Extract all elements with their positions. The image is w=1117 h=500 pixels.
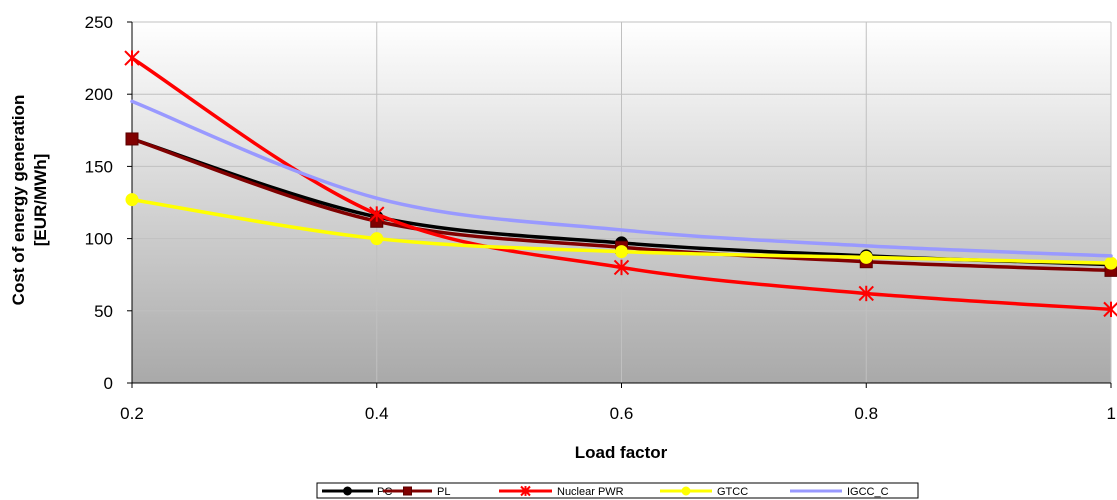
y-axis-title-line-2: [EUR/MWh]	[31, 154, 50, 247]
x-tick-label: 0.8	[854, 404, 878, 423]
y-axis-title-line-1: Cost of energy generation	[9, 95, 28, 306]
legend-item-nuclear-pwr: Nuclear PWR	[499, 485, 624, 498]
data-point-nuclear-pwr-3	[858, 285, 874, 302]
series-gtcc	[125, 193, 1117, 270]
legend-marker-nuclear-pwr	[520, 485, 531, 497]
data-point-pl-0	[125, 132, 139, 146]
data-point-nuclear-pwr-1	[369, 206, 385, 222]
y-tick-label: 250	[85, 13, 113, 32]
legend-item-gtcc: GTCC	[660, 486, 748, 498]
data-point-gtcc-3	[859, 250, 873, 264]
series-nuclear-pwr	[124, 50, 1117, 318]
series-line-igcc-c	[130, 99, 1113, 258]
data-point-gtcc-4	[1104, 256, 1117, 270]
data-point-gtcc-0	[125, 193, 139, 207]
x-tick-label: 0.4	[365, 404, 389, 423]
legend-label-igcc-c: IGCC_C	[847, 486, 889, 498]
y-tick-label: 50	[94, 302, 113, 321]
y-tick-label: 100	[85, 230, 113, 249]
legend-label-gtcc: GTCC	[717, 486, 748, 498]
x-tick-label: 0.2	[120, 404, 144, 423]
legend-marker-pc	[343, 486, 352, 496]
legend-label-nuclear-pwr: Nuclear PWR	[557, 486, 624, 498]
legend-marker-gtcc	[681, 486, 691, 496]
data-point-nuclear-pwr-2	[613, 259, 630, 276]
y-tick-label: 150	[85, 157, 113, 176]
data-point-nuclear-pwr-0	[124, 50, 140, 66]
tick-labels: 0 50 100 150 200 250 0.2 0.4 0.6 0.8 1	[85, 13, 1116, 423]
data-point-gtcc-2	[615, 245, 628, 259]
x-axis-title: Load factor	[575, 443, 668, 462]
legend-item-igcc-c: IGCC_C	[790, 486, 889, 498]
x-tick-label: 0.6	[610, 404, 634, 423]
data-point-gtcc-1	[370, 232, 384, 246]
data-point-nuclear-pwr-4	[1103, 301, 1117, 318]
y-tick-label: 0	[104, 374, 113, 393]
legend-label-pl: PL	[437, 486, 450, 498]
legend-box	[316, 482, 919, 499]
x-tick-label: 1	[1107, 404, 1116, 423]
series-igcc-c	[130, 99, 1113, 258]
legend-marker-pl	[403, 486, 412, 496]
series-group	[124, 50, 1117, 318]
y-tick-label: 200	[85, 85, 113, 104]
legend-item-pl: PL	[383, 486, 450, 498]
